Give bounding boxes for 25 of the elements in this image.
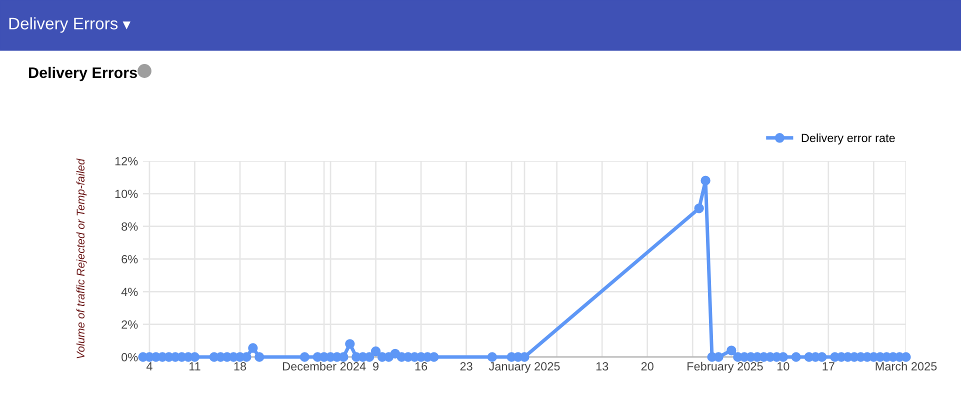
x-tick-label: 11: [190, 362, 200, 370]
y-tick-label: 8%: [122, 222, 138, 231]
x-tick-label: 13: [596, 362, 608, 371]
x-tick-label: February 2025: [688, 362, 763, 373]
x-tick-label: 4: [146, 362, 152, 370]
text: Delivery Errors: [9, 17, 118, 33]
x-tick-label: March 2025: [876, 362, 937, 371]
y-tick-label: 2%: [122, 320, 138, 329]
x-tick-label: 18: [234, 362, 246, 371]
x-tick-label: 10: [777, 362, 790, 371]
y-tick-label: 4%: [121, 288, 138, 296]
x-tick-label: December 2024: [283, 362, 366, 371]
chart-title: Delivery Errors: [29, 66, 137, 82]
x-tick-label: 20: [641, 362, 654, 371]
x-tick-label: 17: [822, 362, 834, 370]
y-tick-label: 12%: [115, 157, 138, 166]
y-tick-label: 0%: [122, 353, 138, 362]
legend-label: Delivery error rate: [802, 133, 895, 144]
x-tick-label: 23: [460, 362, 472, 371]
x-tick-label: 16: [415, 362, 428, 371]
y-axis-title: Volume of traffic Rejected or Temp-failed: [76, 158, 87, 358]
x-tick-label: 9: [373, 362, 379, 371]
x-tick-label: January 2025: [488, 362, 560, 373]
y-tick-label: 6%: [122, 255, 138, 264]
y-tick-label: 10%: [115, 190, 138, 198]
